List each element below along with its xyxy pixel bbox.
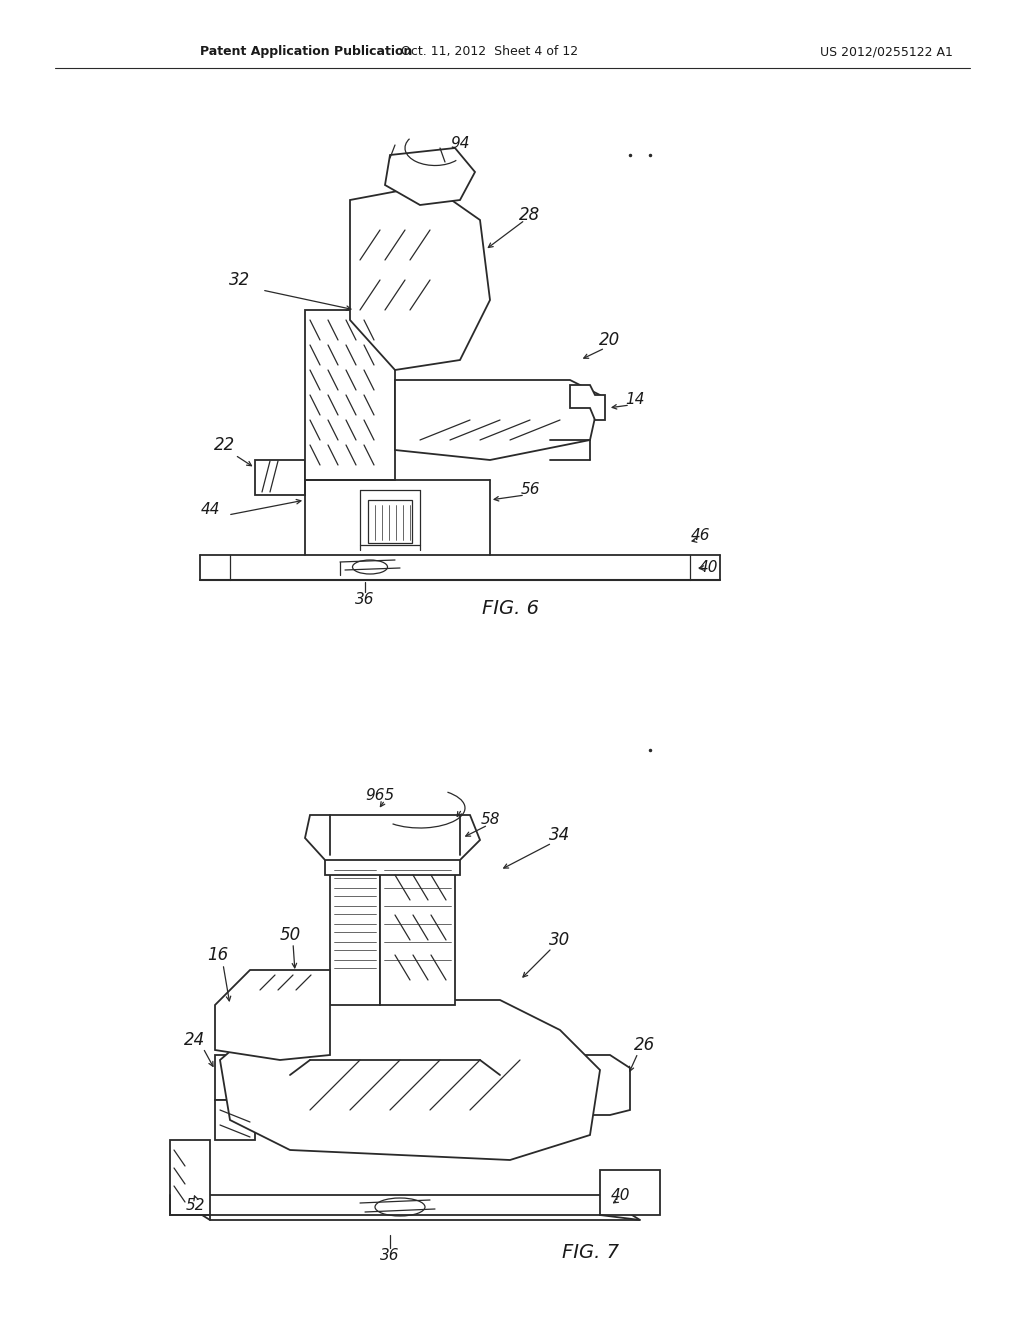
Text: 36: 36 [380, 1247, 399, 1262]
Polygon shape [385, 148, 475, 205]
Text: 40: 40 [698, 561, 718, 576]
Polygon shape [380, 861, 455, 1005]
Text: 52: 52 [185, 1197, 205, 1213]
Polygon shape [325, 855, 460, 875]
Text: 28: 28 [519, 206, 541, 224]
Text: 56: 56 [520, 483, 540, 498]
Text: US 2012/0255122 A1: US 2012/0255122 A1 [820, 45, 953, 58]
Text: 16: 16 [208, 946, 228, 964]
Text: 44: 44 [201, 503, 220, 517]
Polygon shape [350, 185, 490, 370]
Text: 26: 26 [635, 1036, 655, 1053]
Text: 34: 34 [549, 826, 570, 843]
Polygon shape [305, 310, 395, 480]
Text: 40: 40 [610, 1188, 630, 1203]
Text: 46: 46 [690, 528, 710, 543]
Text: 58: 58 [480, 813, 500, 828]
Text: 24: 24 [184, 1031, 206, 1049]
Polygon shape [570, 385, 605, 420]
Polygon shape [395, 380, 600, 459]
Polygon shape [220, 1001, 600, 1160]
Polygon shape [540, 1055, 630, 1115]
Polygon shape [330, 861, 380, 1005]
Text: Oct. 11, 2012  Sheet 4 of 12: Oct. 11, 2012 Sheet 4 of 12 [401, 45, 579, 58]
Polygon shape [170, 1140, 210, 1214]
Polygon shape [290, 1060, 500, 1150]
Text: 20: 20 [599, 331, 621, 348]
Text: 50: 50 [280, 927, 301, 944]
Text: 94: 94 [451, 136, 470, 150]
Polygon shape [305, 814, 480, 861]
Text: FIG. 6: FIG. 6 [481, 598, 539, 618]
Text: FIG. 7: FIG. 7 [561, 1242, 618, 1262]
Text: 965: 965 [366, 788, 394, 803]
Text: 32: 32 [229, 271, 251, 289]
Polygon shape [215, 970, 330, 1060]
Text: 22: 22 [214, 436, 236, 454]
Text: 36: 36 [355, 593, 375, 607]
Text: 14: 14 [626, 392, 645, 408]
Polygon shape [215, 1100, 255, 1140]
Text: Patent Application Publication: Patent Application Publication [200, 45, 413, 58]
Text: 30: 30 [549, 931, 570, 949]
Polygon shape [215, 1055, 295, 1100]
Polygon shape [255, 459, 305, 495]
Polygon shape [170, 1195, 640, 1220]
Polygon shape [600, 1170, 660, 1214]
